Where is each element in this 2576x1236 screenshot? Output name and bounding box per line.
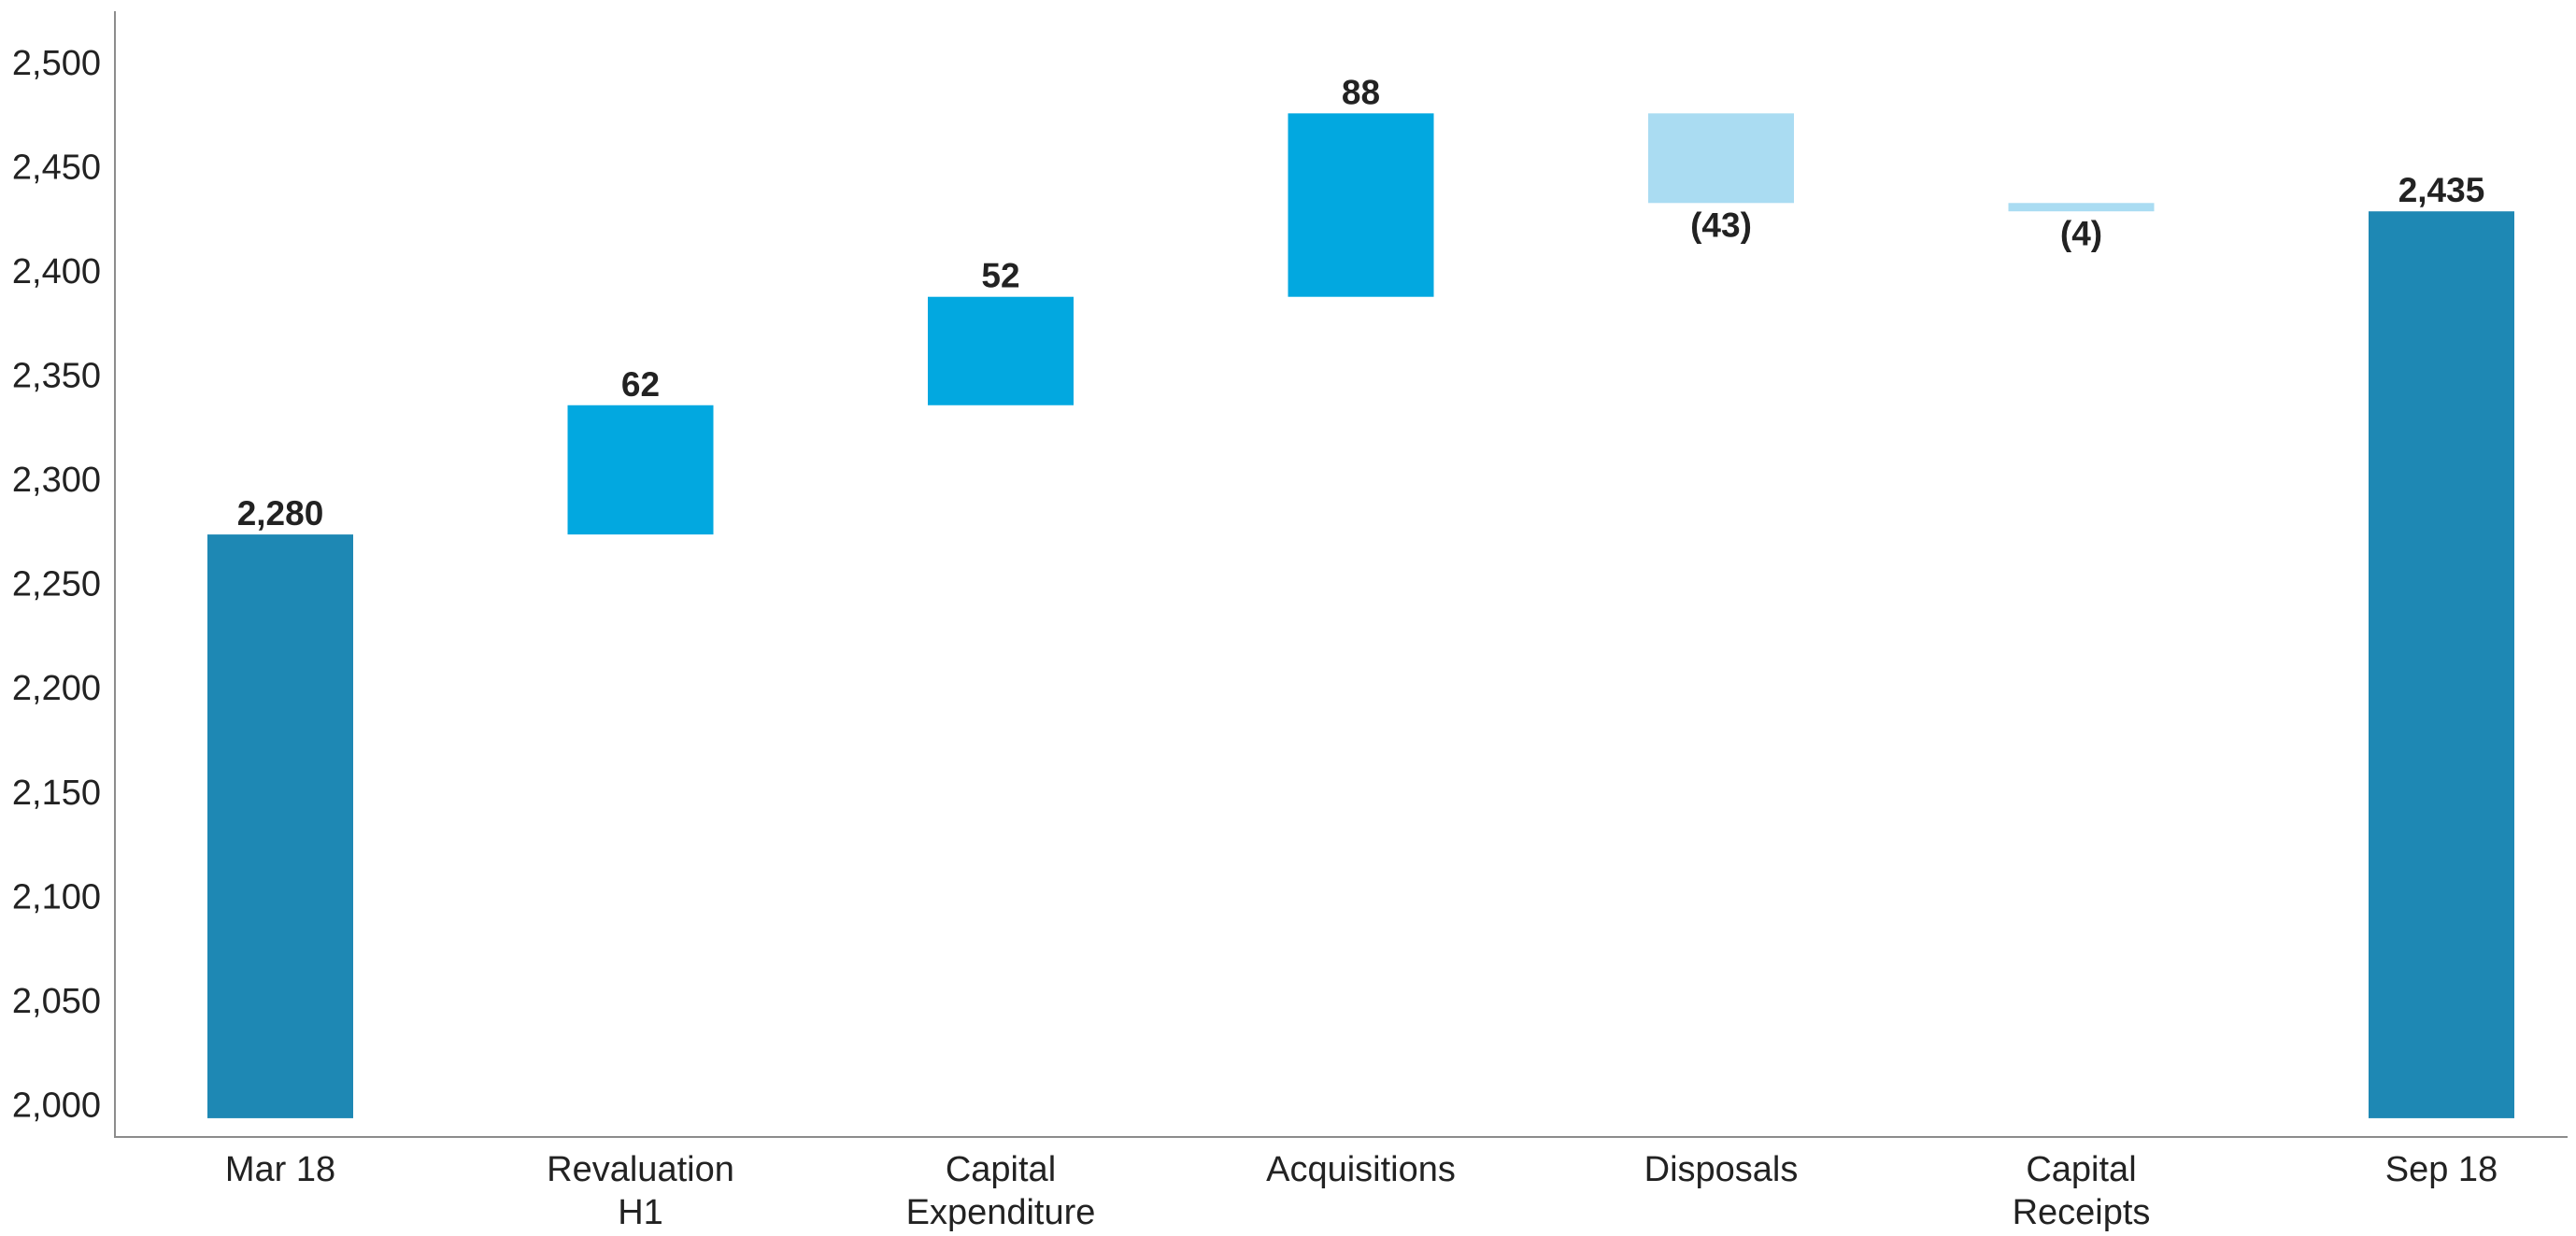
bar-total [2369,211,2514,1118]
x-tick-labels: Mar 18 Revaluation H1 Capital Expenditure Acq… [225,1150,2498,1232]
x-tick-label: Receipts [2013,1193,2151,1232]
x-tick-label: Capital [946,1150,1056,1189]
y-tick-label: 2,450 [12,148,101,187]
y-tick-label: 2,050 [12,982,101,1021]
bar-decrease [1648,113,1794,204]
x-tick-label: Acquisitions [1266,1150,1456,1189]
data-label: 2,435 [2398,171,2485,209]
data-label: 88 [1342,73,1380,111]
bar-decrease [2008,203,2155,212]
y-tick-label: 2,000 [12,1087,101,1126]
bar-increase [1288,113,1434,297]
x-tick-label: Disposals [1644,1150,1799,1189]
data-label: 2,280 [237,494,324,533]
x-tick-label: Revaluation [547,1150,734,1189]
bar-total [207,534,353,1118]
y-tick-label: 2,300 [12,461,101,500]
data-label: (43) [1690,206,1752,245]
data-label: (4) [2060,215,2102,253]
data-labels: 2,280 62 52 88 (43) (4) 2,435 [237,73,2485,533]
x-tick-label: Capital [2026,1150,2136,1189]
x-tick-label: H1 [618,1193,663,1232]
bar-increase [928,296,1074,405]
bars [207,113,2514,1118]
data-label: 62 [621,365,660,404]
y-tick-labels: 2,000 2,050 2,100 2,150 2,200 2,250 2,300 2,350… [12,44,101,1126]
y-tick-label: 2,100 [12,877,101,916]
y-tick-label: 2,150 [12,774,101,813]
y-tick-label: 2,200 [12,669,101,708]
y-tick-label: 2,400 [12,252,101,291]
y-tick-label: 2,250 [12,565,101,604]
y-tick-label: 2,500 [12,44,101,83]
data-label: 52 [981,257,1019,295]
x-tick-label: Sep 18 [2385,1150,2498,1189]
x-tick-label: Mar 18 [225,1150,335,1189]
y-tick-label: 2,350 [12,357,101,396]
bar-increase [567,405,714,535]
x-tick-label: Expenditure [906,1193,1096,1232]
